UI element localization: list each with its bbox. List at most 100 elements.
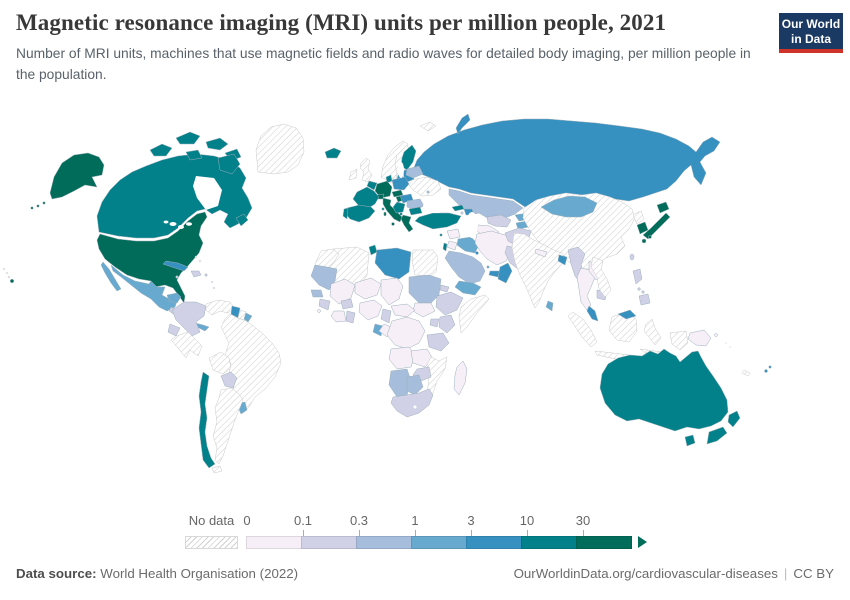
country-benelux[interactable]	[366, 180, 378, 191]
country-venezuela[interactable]	[205, 299, 235, 316]
country-france[interactable]	[352, 186, 380, 210]
country-mexico-yucatan[interactable]	[166, 292, 182, 304]
country-peru[interactable]	[170, 331, 203, 359]
country-bolivia[interactable]	[208, 351, 232, 375]
country-sierra-leone[interactable]	[317, 309, 321, 313]
country-czechia[interactable]	[391, 189, 404, 198]
country-qatar[interactable]	[486, 265, 490, 269]
country-philippines-mindanao[interactable]	[638, 293, 651, 306]
country-argentina[interactable]	[212, 387, 244, 465]
country-sardinia[interactable]	[383, 211, 387, 217]
country-philippines-luzon[interactable]	[632, 268, 643, 285]
country-eritrea[interactable]	[439, 284, 450, 293]
country-indonesia-sulawesi[interactable]	[643, 318, 662, 346]
country-gabon[interactable]	[372, 323, 384, 337]
country-ethiopia[interactable]	[435, 291, 464, 316]
country-puerto-rico[interactable]	[204, 273, 208, 277]
country-kenya[interactable]	[438, 314, 456, 334]
country-canada-island[interactable]	[205, 137, 229, 151]
country-cameroon[interactable]	[380, 308, 392, 324]
country-kuwait[interactable]	[475, 251, 479, 255]
country-tunisia[interactable]	[368, 244, 378, 256]
country-nz-north[interactable]	[727, 410, 741, 428]
country-angola[interactable]	[388, 346, 416, 370]
country-usa-aleutians[interactable]	[42, 201, 46, 205]
country-hispaniola[interactable]	[190, 270, 202, 278]
country-nigeria[interactable]	[358, 299, 383, 321]
country-armenia[interactable]	[460, 211, 464, 215]
legend-bin-5[interactable]	[521, 536, 577, 549]
country-ecuador[interactable]	[167, 323, 181, 337]
legend-bin-0[interactable]	[246, 536, 302, 549]
country-finland[interactable]	[400, 144, 417, 171]
country-turkey[interactable]	[414, 212, 462, 230]
country-belarus[interactable]	[405, 165, 424, 179]
country-usa-alaska[interactable]	[49, 152, 105, 200]
country-japan-kyushu[interactable]	[641, 238, 647, 244]
country-mongolia[interactable]	[540, 195, 598, 218]
country-malaysia-borneo[interactable]	[617, 309, 637, 320]
country-malaysia-peninsula[interactable]	[586, 305, 599, 322]
country-uae[interactable]	[488, 270, 501, 278]
country-chile[interactable]	[198, 371, 216, 469]
country-saudi-arabia[interactable]	[444, 250, 486, 285]
country-philippines-visayas[interactable]	[641, 290, 645, 294]
country-yemen[interactable]	[454, 280, 482, 296]
country-new-caledonia[interactable]	[741, 369, 751, 377]
country-bahamas[interactable]	[198, 259, 202, 263]
country-mexico-baja[interactable]	[100, 261, 122, 292]
license-link[interactable]: CC BY	[793, 566, 834, 581]
country-sudan[interactable]	[408, 274, 442, 304]
country-jamaica[interactable]	[175, 275, 179, 279]
country-nz-south[interactable]	[706, 426, 728, 445]
country-paraguay[interactable]	[220, 371, 238, 389]
country-uganda[interactable]	[429, 318, 440, 328]
country-ghana[interactable]	[345, 310, 356, 324]
legend-bin-3[interactable]	[411, 536, 467, 549]
country-poland[interactable]	[391, 176, 410, 191]
country-sicily[interactable]	[391, 222, 395, 226]
country-bahamas[interactable]	[194, 255, 198, 259]
legend-no-data-swatch[interactable]	[185, 536, 238, 549]
country-vietnam[interactable]	[590, 256, 612, 298]
country-cote-divoire[interactable]	[330, 310, 347, 323]
country-iceland[interactable]	[324, 147, 342, 159]
country-iran[interactable]	[474, 230, 515, 266]
legend-bin-1[interactable]	[301, 536, 357, 549]
country-svalbard[interactable]	[419, 121, 437, 132]
country-greece[interactable]	[400, 214, 414, 233]
country-oman[interactable]	[497, 262, 513, 284]
country-cuba[interactable]	[162, 260, 189, 272]
country-jordan[interactable]	[446, 240, 458, 251]
legend-bin-2[interactable]	[356, 536, 412, 549]
country-australia[interactable]	[599, 348, 729, 432]
country-japan-hokkaido[interactable]	[656, 201, 670, 214]
country-sri-lanka[interactable]	[545, 300, 554, 312]
country-russia-novaya-zemlya[interactable]	[455, 113, 471, 135]
owid-logo[interactable]: Our World in Data	[779, 13, 843, 53]
country-south-korea[interactable]	[636, 221, 649, 235]
country-fiji[interactable]	[768, 365, 772, 369]
country-senegal[interactable]	[310, 289, 324, 298]
country-spain[interactable]	[344, 204, 376, 223]
country-tasmania[interactable]	[684, 434, 696, 447]
country-canada[interactable]	[96, 153, 253, 239]
country-philippines-visayas[interactable]	[637, 287, 641, 291]
country-french-guiana[interactable]	[243, 312, 253, 323]
legend-bin-4[interactable]	[466, 536, 522, 549]
country-usa-aleutians[interactable]	[36, 204, 40, 208]
country-canada-island[interactable]	[149, 143, 173, 157]
country-uk[interactable]	[359, 157, 373, 183]
country-indonesia-sumatra[interactable]	[567, 311, 598, 348]
country-png-new-britain[interactable]	[714, 333, 718, 337]
country-uzbekistan[interactable]	[486, 214, 512, 228]
country-ukraine[interactable]	[408, 176, 442, 197]
country-south-sudan[interactable]	[412, 302, 436, 318]
country-cyprus[interactable]	[439, 233, 443, 237]
country-madagascar[interactable]	[453, 360, 468, 396]
country-somalia[interactable]	[458, 294, 490, 334]
country-bangladesh[interactable]	[557, 254, 568, 266]
country-brazil[interactable]	[220, 313, 282, 414]
country-canada-baffin[interactable]	[217, 153, 241, 175]
country-balkans[interactable]	[392, 201, 406, 214]
